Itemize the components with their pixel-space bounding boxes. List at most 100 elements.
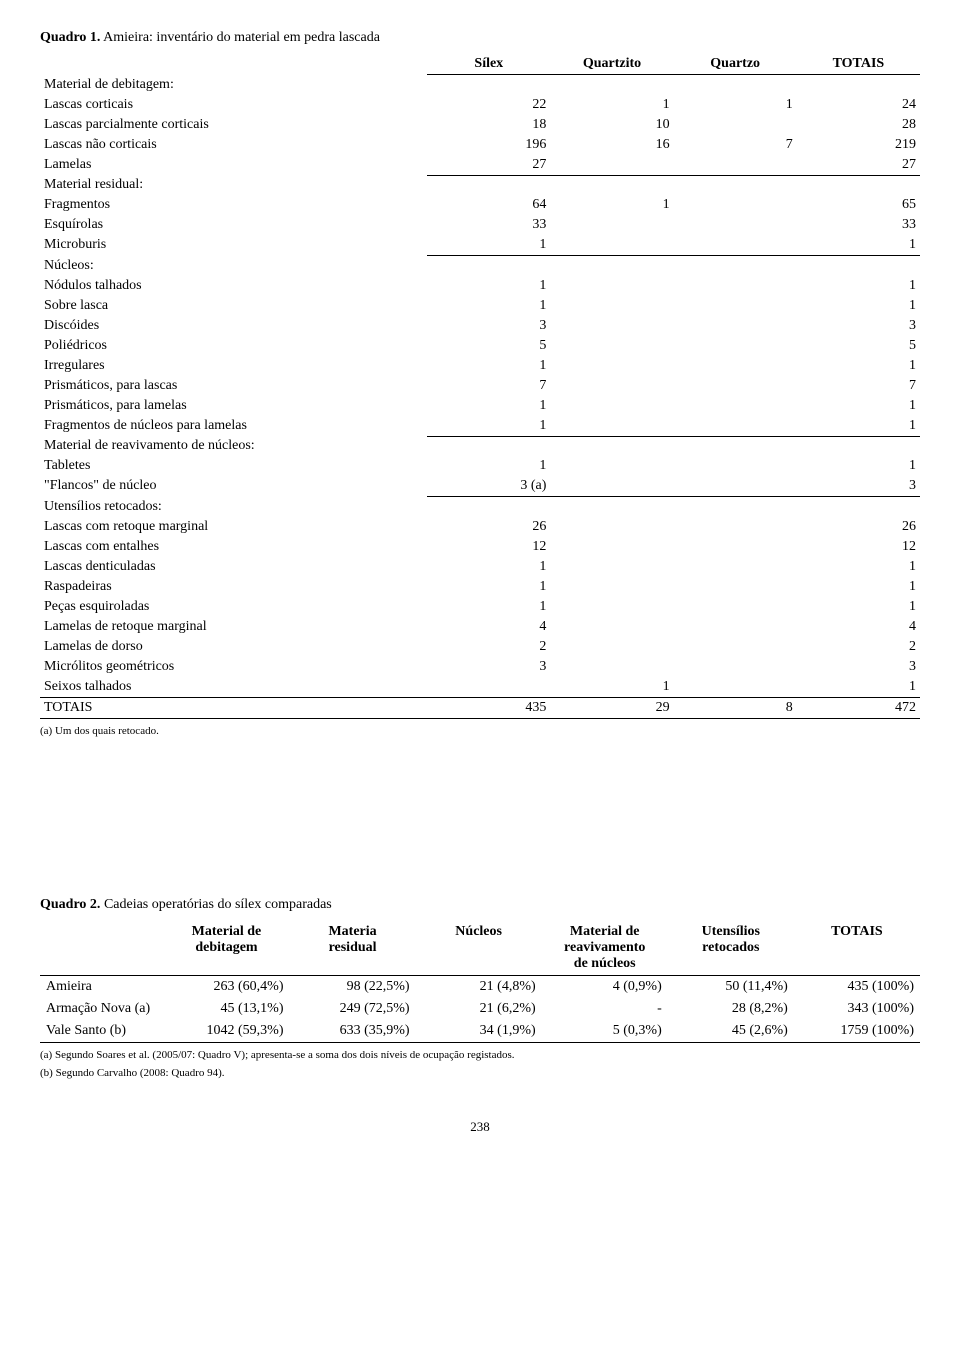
quadro2-caption-bold: Quadro 2. [40, 897, 100, 912]
q1-cell: 3 [427, 316, 550, 336]
q1-row-label: Discóides [40, 316, 427, 336]
q1-cell [674, 155, 797, 176]
q1-header: Quartzito [550, 54, 673, 75]
q1-cell: 1 [427, 296, 550, 316]
q1-cell [550, 637, 673, 657]
q1-row-label: Seixos talhados [40, 677, 427, 698]
q1-row-label: Irregulares [40, 356, 427, 376]
q1-cell: 16 [550, 135, 673, 155]
q1-row-label: Raspadeiras [40, 577, 427, 597]
q1-cell [550, 396, 673, 416]
q1-cell: 1 [550, 677, 673, 698]
q1-cell: 18 [427, 115, 550, 135]
q1-cell [550, 336, 673, 356]
quadro1-caption-rest: Amieira: inventário do material em pedra… [100, 30, 380, 45]
q1-cell: 26 [797, 517, 920, 537]
q2-header: Núcleos [416, 921, 542, 976]
q1-cell [550, 557, 673, 577]
q1-cell [427, 677, 550, 698]
q1-row-label: Lascas com retoque marginal [40, 517, 427, 537]
q1-row-label: Lascas corticais [40, 95, 427, 115]
q1-row-label: Lascas parcialmente corticais [40, 115, 427, 135]
q1-cell: 7 [797, 376, 920, 396]
q1-cell: 28 [797, 115, 920, 135]
q1-cell: 33 [427, 215, 550, 235]
q2-row-label: Vale Santo (b) [40, 1020, 163, 1043]
q2-cell: 98 (22,5%) [290, 975, 416, 998]
q2-row-label: Armação Nova (a) [40, 998, 163, 1020]
q1-row-label: Fragmentos [40, 195, 427, 215]
q1-cell: 1 [797, 356, 920, 376]
q1-cell [674, 476, 797, 497]
q1-row-label: Micrólitos geométricos [40, 657, 427, 677]
q1-totals-cell: 29 [550, 697, 673, 718]
q1-cell: 3 (a) [427, 476, 550, 497]
q1-cell: 10 [550, 115, 673, 135]
q1-cell: 196 [427, 135, 550, 155]
q1-row-label: "Flancos" de núcleo [40, 476, 427, 497]
q2-cell: 28 (8,2%) [668, 998, 794, 1020]
q2-header: Material dereavivamentode núcleos [542, 921, 668, 976]
q1-cell: 1 [427, 597, 550, 617]
q2-header: Material dedebitagem [163, 921, 289, 976]
q1-cell [550, 296, 673, 316]
q2-cell: - [542, 998, 668, 1020]
q1-cell: 1 [797, 597, 920, 617]
q1-cell [674, 276, 797, 296]
q1-cell: 1 [797, 276, 920, 296]
q1-cell: 1 [427, 456, 550, 476]
q2-cell: 34 (1,9%) [416, 1020, 542, 1043]
q1-cell [674, 597, 797, 617]
q1-cell: 1 [674, 95, 797, 115]
q1-row-label: Lascas denticuladas [40, 557, 427, 577]
q1-totals-label: TOTAIS [40, 697, 427, 718]
q2-cell: 1042 (59,3%) [163, 1020, 289, 1043]
q1-row-label: Prismáticos, para lamelas [40, 396, 427, 416]
q1-cell: 7 [674, 135, 797, 155]
q2-cell: 633 (35,9%) [290, 1020, 416, 1043]
q1-cell [550, 456, 673, 476]
q2-header: Materiaresidual [290, 921, 416, 976]
quadro1-caption-bold: Quadro 1. [40, 30, 100, 45]
q1-cell: 1 [797, 396, 920, 416]
q1-cell: 33 [797, 215, 920, 235]
q1-cell: 1 [797, 235, 920, 256]
q1-row-label: Esquírolas [40, 215, 427, 235]
q2-cell: 249 (72,5%) [290, 998, 416, 1020]
q1-cell [550, 517, 673, 537]
q1-cell: 1 [797, 456, 920, 476]
q1-cell [550, 617, 673, 637]
quadro2-caption-rest: Cadeias operatórias do sílex comparadas [100, 897, 331, 912]
q1-section-label: Material de debitagem: [40, 75, 427, 95]
q2-footnote: (b) Segundo Carvalho (2008: Quadro 94). [40, 1067, 920, 1079]
q1-cell [550, 215, 673, 235]
q1-cell: 2 [797, 637, 920, 657]
q1-cell: 3 [797, 316, 920, 336]
q1-section-label: Material de reavivamento de núcleos: [40, 436, 427, 456]
q1-row-label: Peças esquiroladas [40, 597, 427, 617]
q1-cell: 1 [427, 356, 550, 376]
q1-cell: 1 [797, 557, 920, 577]
q1-cell [674, 396, 797, 416]
q1-cell [550, 235, 673, 256]
q2-cell: 50 (11,4%) [668, 975, 794, 998]
q1-cell [674, 376, 797, 396]
q1-row-label: Lascas com entalhes [40, 537, 427, 557]
q1-cell [674, 316, 797, 336]
q1-totals-cell: 8 [674, 697, 797, 718]
q1-cell: 27 [797, 155, 920, 176]
q1-cell [550, 276, 673, 296]
q1-cell [674, 617, 797, 637]
q1-cell [550, 416, 673, 437]
q1-cell: 4 [427, 617, 550, 637]
quadro1-table: Sílex Quartzito Quartzo TOTAIS Material … [40, 54, 920, 719]
q1-cell [674, 456, 797, 476]
q1-row-label: Fragmentos de núcleos para lamelas [40, 416, 427, 437]
q1-cell: 12 [427, 537, 550, 557]
q2-header: Utensíliosretocados [668, 921, 794, 976]
q1-cell [550, 155, 673, 176]
q1-cell: 22 [427, 95, 550, 115]
q1-cell: 1 [427, 557, 550, 577]
q1-cell [674, 336, 797, 356]
q2-cell: 21 (4,8%) [416, 975, 542, 998]
